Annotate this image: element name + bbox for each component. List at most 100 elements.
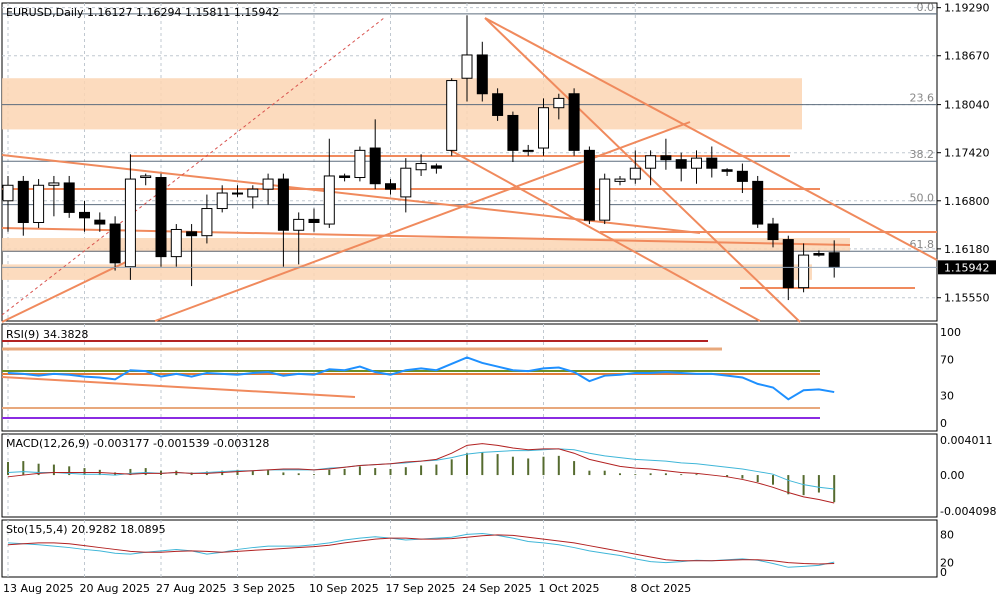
sto-tick-label: 0 (940, 566, 947, 579)
candle (553, 93, 565, 120)
candle (17, 175, 29, 236)
candle (170, 224, 182, 267)
candle (752, 175, 764, 228)
bullish-candle-body (691, 157, 702, 169)
candle (430, 163, 442, 174)
candle (155, 173, 167, 267)
price-tick-label: 1.18040 (944, 99, 990, 112)
rsi-layer (1, 340, 835, 419)
price-tick-label: 1.15550 (944, 292, 990, 305)
bearish-candle-body (94, 219, 106, 225)
candle (660, 138, 672, 170)
bearish-candle-body (186, 231, 198, 237)
candle (109, 216, 121, 271)
candles-layer (2, 15, 840, 301)
macd-signal-line (7, 443, 835, 504)
bearish-candle-body (430, 165, 442, 169)
sto-panel-frame[interactable] (1, 519, 938, 578)
bearish-candle-body (308, 218, 320, 223)
candle (675, 152, 687, 182)
date-label: 1 Oct 2025 (539, 582, 600, 595)
candle (63, 175, 75, 218)
candle (813, 250, 825, 257)
candle (446, 78, 458, 156)
rsi-tick-label: 100 (940, 326, 961, 339)
bullish-candle-body (2, 184, 14, 202)
candle (354, 146, 366, 182)
bullish-candle-body (629, 167, 641, 180)
sto-tick-label: 20 (940, 557, 954, 570)
candle (691, 150, 702, 184)
bearish-candle-body (385, 183, 396, 190)
bullish-candle-body (415, 163, 427, 171)
bullish-candle-body (170, 228, 182, 258)
bullish-candle-body (798, 254, 810, 289)
candle (629, 150, 641, 184)
trendline (484, 17, 938, 261)
date-label: 24 Sep 2025 (462, 582, 532, 595)
macd-panel-header: MACD(12,26,9) -0.003177 -0.001539 -0.003… (6, 437, 269, 450)
bullish-candle-body (232, 192, 243, 195)
price-tick-label: 1.16180 (944, 243, 990, 256)
bearish-candle-body (568, 93, 580, 151)
candle (385, 179, 396, 195)
candle (415, 154, 427, 176)
trendline (1, 259, 131, 323)
rsi-tick-label: 0 (940, 417, 947, 430)
bullish-candle-body (124, 178, 136, 268)
last-price-label: 1.15942 (944, 261, 990, 274)
candle (124, 154, 136, 280)
bearish-candle-body (675, 159, 687, 169)
candle (645, 150, 657, 186)
macd-tick-label: 0.00 (940, 469, 965, 482)
bullish-candle-body (614, 178, 626, 182)
date-label: 13 Aug 2025 (3, 582, 73, 595)
candle (461, 15, 473, 102)
candle (308, 208, 320, 232)
candle (2, 175, 14, 232)
candle (262, 173, 274, 205)
bullish-candle-body (553, 97, 565, 109)
bullish-candle-body (400, 167, 412, 198)
bearish-candle-body (736, 170, 748, 182)
date-label: 10 Sep 2025 (309, 582, 379, 595)
rsi-trendline (1, 376, 356, 398)
bearish-candle-body (706, 157, 718, 169)
candle (507, 111, 519, 162)
date-label: 20 Aug 2025 (80, 582, 150, 595)
candle (736, 163, 748, 194)
bearish-candle-body (828, 252, 840, 268)
candle (599, 173, 611, 225)
bearish-candle-body (339, 175, 351, 179)
candle (492, 88, 504, 121)
fib-level-label: 50.0 (910, 192, 935, 205)
bearish-candle-body (583, 149, 595, 221)
candle (568, 88, 580, 156)
trendline (1, 227, 851, 246)
bearish-candle-body (767, 223, 779, 241)
bullish-candle-body (354, 149, 366, 179)
price-tick-label: 1.17420 (944, 147, 990, 160)
macd-panel-frame[interactable] (1, 433, 938, 518)
bullish-candle-body (247, 188, 259, 198)
rsi-tick-label: 30 (940, 390, 954, 403)
candle (522, 144, 534, 156)
bearish-candle-body (476, 54, 488, 95)
candle (614, 175, 626, 186)
candle (232, 185, 243, 197)
candle (277, 173, 289, 267)
trendline (484, 17, 801, 323)
bullish-candle-body (538, 107, 549, 149)
candle (339, 173, 351, 182)
dotted-trendline (1, 17, 385, 316)
bullish-candle-body (522, 149, 534, 152)
macd-tick-label: -0.004098 (940, 505, 996, 518)
macd-tick-label: 0.004011 (940, 434, 993, 447)
bearish-candle-body (369, 147, 381, 185)
candle (721, 168, 733, 176)
candle (94, 212, 106, 232)
candle (583, 146, 595, 225)
date-label: 8 Oct 2025 (630, 582, 691, 595)
candle (247, 185, 259, 209)
sto-signal-line (7, 534, 835, 565)
